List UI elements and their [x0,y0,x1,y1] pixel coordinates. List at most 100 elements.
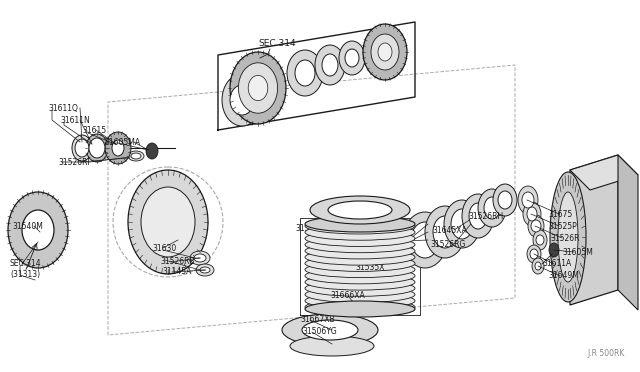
Polygon shape [570,155,618,305]
Ellipse shape [530,249,538,259]
Ellipse shape [230,52,286,124]
Text: 31506YG: 31506YG [302,327,337,337]
Text: 31649M: 31649M [548,272,579,280]
Text: 31611N: 31611N [60,115,90,125]
Ellipse shape [238,63,278,113]
Ellipse shape [411,222,439,258]
Ellipse shape [498,191,512,209]
Text: J.R 500RK: J.R 500RK [588,349,625,358]
Ellipse shape [75,139,89,157]
Ellipse shape [112,140,124,156]
Text: 31675: 31675 [548,209,572,218]
Ellipse shape [527,245,541,263]
Ellipse shape [478,189,506,227]
Text: 31645XA: 31645XA [432,225,467,234]
Ellipse shape [305,231,415,247]
Polygon shape [618,155,638,310]
Ellipse shape [315,45,345,85]
Ellipse shape [536,235,544,245]
Text: 31615: 31615 [82,125,106,135]
Ellipse shape [533,230,547,250]
Ellipse shape [518,186,538,214]
Ellipse shape [305,216,415,232]
Text: (31313): (31313) [10,269,40,279]
Ellipse shape [305,256,415,272]
Text: 31525P: 31525P [548,221,577,231]
Ellipse shape [322,54,338,76]
Ellipse shape [128,170,208,274]
Ellipse shape [371,34,399,70]
Text: 31526R: 31526R [550,234,579,243]
Text: 31655XA: 31655XA [358,237,393,247]
Ellipse shape [535,262,541,270]
Ellipse shape [305,280,415,296]
Ellipse shape [425,206,465,258]
Ellipse shape [469,203,487,229]
Ellipse shape [523,202,541,226]
Ellipse shape [128,151,144,161]
Ellipse shape [190,251,210,265]
Ellipse shape [310,196,410,224]
Ellipse shape [305,301,415,317]
Ellipse shape [345,49,359,67]
Ellipse shape [305,268,415,284]
Ellipse shape [200,267,210,273]
Ellipse shape [131,153,141,159]
Ellipse shape [305,293,415,309]
Text: 31667XB: 31667XB [300,315,335,324]
Ellipse shape [328,201,392,219]
Ellipse shape [363,24,407,80]
Ellipse shape [89,138,105,158]
Ellipse shape [493,184,517,216]
Ellipse shape [290,336,374,356]
Text: 31526RG: 31526RG [430,240,465,248]
Ellipse shape [305,218,415,234]
Text: 31535X: 31535X [355,263,385,273]
Ellipse shape [305,299,415,315]
Polygon shape [570,155,638,190]
Ellipse shape [141,187,195,257]
Ellipse shape [287,50,323,96]
Ellipse shape [194,254,206,262]
Ellipse shape [196,264,214,276]
Text: 31630: 31630 [152,244,176,253]
Ellipse shape [433,216,457,248]
Ellipse shape [451,209,473,239]
Ellipse shape [305,243,415,259]
Ellipse shape [527,207,537,221]
Text: SEC.314: SEC.314 [10,260,42,269]
Ellipse shape [522,192,534,208]
Text: 31666XA: 31666XA [330,292,365,301]
Ellipse shape [378,43,392,61]
Text: 31526RI: 31526RI [58,157,90,167]
Text: 31540M: 31540M [12,221,43,231]
Ellipse shape [22,210,54,250]
Ellipse shape [531,220,541,232]
Ellipse shape [532,258,544,274]
Ellipse shape [550,172,586,302]
Ellipse shape [72,135,92,161]
Ellipse shape [462,194,494,238]
Ellipse shape [105,132,131,164]
Text: 31526RH: 31526RH [468,212,503,221]
Text: 31611Q: 31611Q [48,103,78,112]
Ellipse shape [295,60,315,86]
Ellipse shape [305,286,415,302]
Ellipse shape [8,192,68,268]
Ellipse shape [302,320,358,340]
Text: 31532YC: 31532YC [295,224,328,232]
Ellipse shape [305,224,415,240]
Text: 31145A: 31145A [162,267,191,276]
Text: SEC.314: SEC.314 [258,39,296,48]
Ellipse shape [558,192,578,282]
Ellipse shape [86,134,108,162]
Ellipse shape [305,274,415,290]
Ellipse shape [248,76,268,100]
Ellipse shape [528,215,544,237]
Ellipse shape [484,197,500,219]
Ellipse shape [305,237,415,253]
Ellipse shape [230,85,254,115]
Text: 31611A: 31611A [542,260,572,269]
Ellipse shape [146,143,158,159]
Ellipse shape [339,41,365,75]
